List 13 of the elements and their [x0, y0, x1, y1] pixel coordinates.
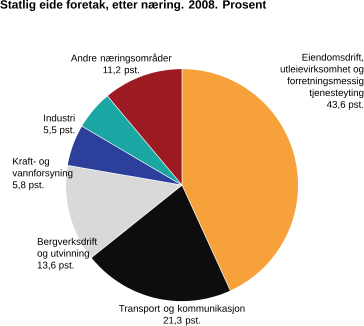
data-label: 5,5 pst. — [44, 126, 74, 136]
data-label: 21,3 pst. — [164, 316, 200, 326]
slice-label: Transport og kommunikasjon — [119, 304, 245, 314]
data-label: 5,8 pst. — [12, 182, 44, 190]
slice-label: Bergverksdrift og utvinning — [37, 238, 98, 259]
slice-label: Eiendomsdrift, utleievirksomhet og forretningsmessig tjenesteyting — [280, 54, 364, 98]
slice-label: Andre næringsområder — [70, 54, 172, 64]
data-label: 11,2 pst. — [103, 66, 139, 76]
slice-label: Industri — [44, 114, 75, 122]
slice-label: Kraft- og vannforsyning — [12, 158, 72, 179]
data-label: 13,6 pst. — [38, 262, 74, 271]
chart-title: Statlig eide foretak, etter næring. 2008. Prosent — [0, 0, 266, 12]
data-label: 43,6 pst. — [326, 101, 364, 110]
